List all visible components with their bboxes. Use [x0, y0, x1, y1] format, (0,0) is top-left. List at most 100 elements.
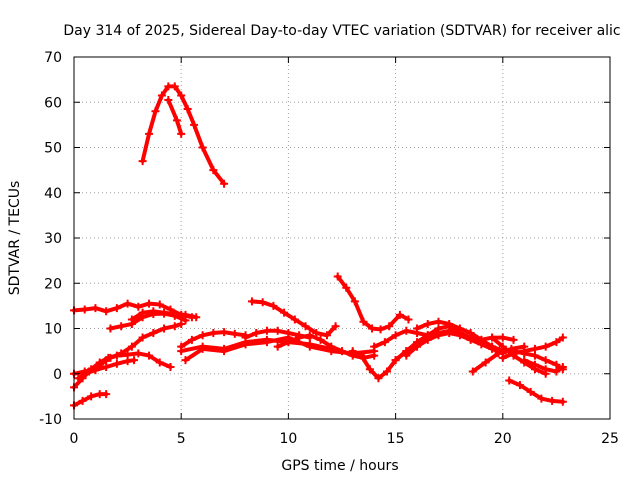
data-point — [138, 313, 147, 322]
chart-title: Day 314 of 2025, Sidereal Day-to-day VTE… — [63, 23, 620, 39]
data-point — [273, 326, 282, 335]
data-point — [391, 356, 400, 365]
data-point — [434, 331, 443, 340]
data-point — [123, 299, 132, 308]
data-point — [404, 315, 413, 324]
data-point — [198, 331, 207, 340]
data-point — [262, 338, 271, 347]
data-point — [177, 319, 186, 328]
data-point — [434, 324, 443, 333]
data-point — [269, 301, 278, 310]
data-point — [177, 91, 186, 100]
data-point — [455, 331, 464, 340]
y-axis-label: SDTVAR / TECUs — [7, 181, 23, 296]
data-point — [383, 367, 392, 376]
data-point — [466, 329, 475, 338]
data-point — [138, 333, 147, 342]
data-point — [247, 297, 256, 306]
data-point — [145, 351, 154, 360]
data-point — [552, 360, 561, 369]
data-point — [468, 367, 477, 376]
data-point — [91, 304, 100, 313]
series-line — [166, 98, 184, 136]
data-point — [241, 333, 250, 342]
y-tick-label: 0 — [53, 367, 62, 383]
data-point — [102, 307, 111, 316]
y-tick-label: -10 — [39, 412, 62, 428]
data-point — [102, 390, 111, 399]
data-point — [391, 331, 400, 340]
series-line — [507, 378, 565, 404]
data-point — [258, 298, 267, 307]
y-tick-label: 20 — [44, 276, 62, 292]
data-point — [181, 356, 190, 365]
data-point — [284, 329, 293, 338]
data-point — [370, 342, 379, 351]
series-track-13 — [181, 333, 379, 365]
data-point — [198, 143, 207, 152]
data-point — [78, 396, 87, 405]
data-point — [338, 347, 346, 356]
data-point — [488, 342, 497, 351]
data-point — [413, 342, 422, 351]
data-point — [151, 107, 160, 116]
data-point — [445, 319, 454, 328]
data-point — [305, 342, 314, 351]
data-point — [488, 333, 497, 342]
axes: 0 5 10 15 20 25 -10 0 10 20 30 40 50 60 70 — [39, 50, 619, 447]
data-point — [145, 299, 154, 308]
data-point — [192, 313, 201, 322]
data-point — [466, 335, 475, 344]
data-point — [359, 317, 368, 326]
data-point — [209, 166, 218, 175]
data-point — [350, 297, 359, 306]
data-point — [312, 329, 321, 338]
data-point — [102, 356, 111, 365]
data-point — [155, 358, 164, 367]
data-point — [220, 179, 229, 188]
data-point — [370, 351, 379, 360]
data-point — [273, 342, 282, 351]
data-point — [102, 362, 111, 371]
data-point — [380, 338, 389, 347]
data-point — [357, 351, 366, 360]
series-line — [275, 333, 377, 360]
data-point — [80, 305, 89, 314]
data-point — [530, 360, 539, 369]
data-point — [548, 396, 557, 405]
data-point — [280, 308, 289, 317]
data-point — [177, 347, 186, 356]
data-point — [423, 335, 432, 344]
data-point — [385, 322, 394, 331]
data-point — [138, 157, 147, 166]
data-point — [374, 374, 383, 383]
data-point — [402, 326, 411, 335]
data-point — [127, 319, 136, 328]
data-point — [160, 324, 169, 333]
y-tick-label: 10 — [44, 322, 62, 338]
data-point — [376, 325, 385, 334]
x-tick-label: 5 — [177, 431, 186, 447]
x-tick-label: 20 — [494, 431, 512, 447]
data-point — [187, 335, 196, 344]
x-tick-label: 25 — [601, 431, 619, 447]
data-point — [445, 329, 454, 338]
data-point — [134, 302, 143, 311]
data-point — [172, 116, 181, 125]
y-tick-label: 60 — [44, 95, 62, 111]
series-track-10 — [164, 95, 186, 138]
y-tick-label: 70 — [44, 50, 62, 66]
series-track-9 — [138, 82, 229, 188]
data-point — [331, 322, 340, 331]
data-point — [413, 324, 422, 333]
data-point — [509, 349, 518, 358]
data-point — [537, 394, 546, 403]
data-point — [112, 304, 121, 313]
x-axis-label: GPS time / hours — [281, 458, 398, 474]
data-point — [552, 367, 561, 376]
data-point — [526, 387, 535, 396]
data-point — [316, 335, 325, 344]
data-point — [498, 353, 507, 362]
data-point — [155, 300, 164, 309]
